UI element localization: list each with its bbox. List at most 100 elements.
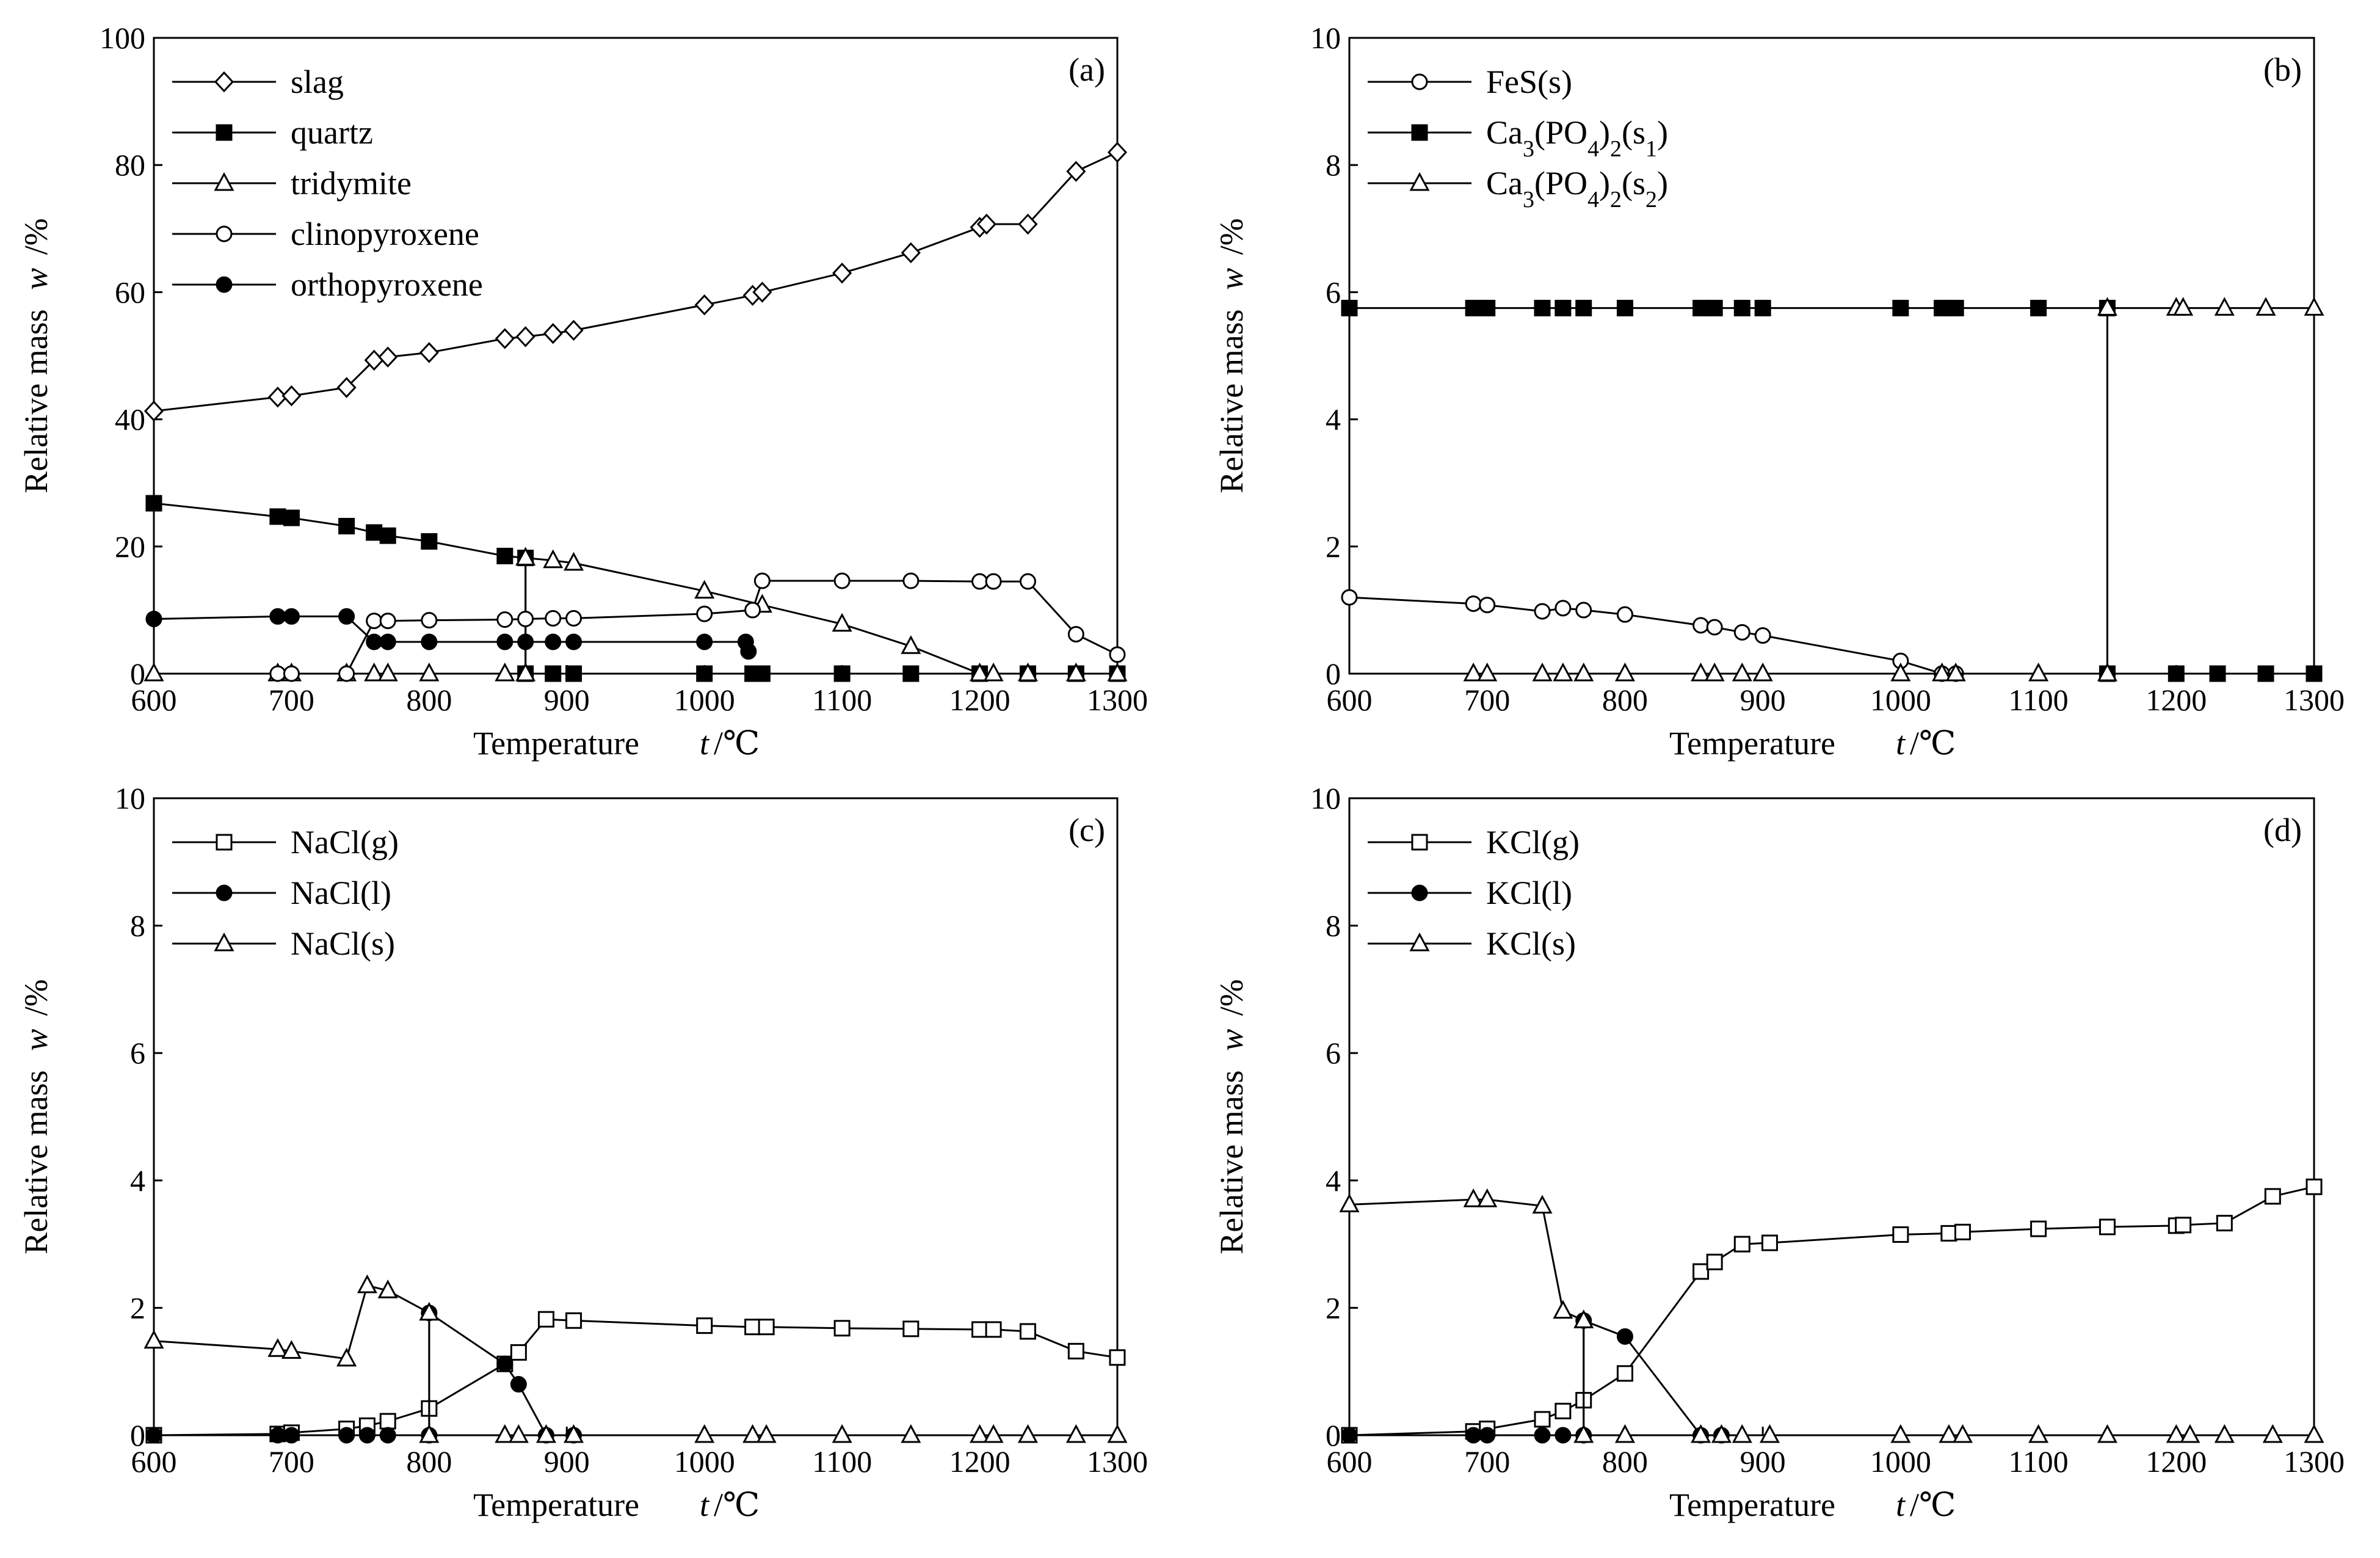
data-point: [1761, 1234, 1778, 1251]
data-point: [377, 1280, 398, 1298]
data-point: [1341, 299, 1358, 316]
data-point: [1107, 662, 1128, 682]
panel-a: 600 700 800 900 1000 1100 1200 1300 0 20 40 60 80 100…: [18, 21, 1148, 762]
data-point: [269, 508, 286, 525]
x-tick-label: 1100: [2008, 683, 2068, 717]
data-point: [545, 665, 562, 682]
data-point: [1616, 299, 1633, 316]
data-point: [2028, 1424, 2049, 1443]
x-tick-label: 1000: [674, 1444, 735, 1479]
x-tick-label: 800: [1602, 683, 1648, 717]
data-point: [2214, 1424, 2235, 1443]
data-point: [283, 608, 300, 625]
data-point: [1019, 1323, 1036, 1340]
legend-item-kcl-l: KCl(l): [1368, 875, 1572, 911]
data-point: [901, 242, 921, 264]
y-axis-label: Relative mass w /%: [1213, 218, 1250, 493]
data-point: [2166, 1424, 2186, 1443]
data-point: [338, 608, 355, 625]
data-point: [1066, 161, 1086, 182]
series-line: [153, 502, 1117, 675]
data-point: [1479, 299, 1496, 316]
data-point: [145, 610, 162, 627]
data-point: [1555, 600, 1572, 617]
data-point: [1019, 573, 1036, 590]
x-axis-variable: t/℃: [700, 1487, 760, 1523]
legend-label: Ca3(PO4)2(s1): [1486, 114, 1668, 162]
data-point: [696, 633, 713, 650]
data-point: [281, 1340, 302, 1359]
legend-marker: [214, 932, 234, 952]
data-point: [744, 602, 761, 619]
legend-marker: [1411, 884, 1428, 901]
data-point: [378, 346, 398, 368]
panel-label: (a): [1068, 51, 1105, 88]
data-point: [1616, 1365, 1633, 1382]
data-point: [336, 1347, 357, 1367]
x-tick-label: 700: [1464, 683, 1510, 717]
data-point: [2168, 665, 2185, 682]
data-point: [564, 551, 584, 571]
data-point: [2028, 662, 2049, 682]
x-axis-variable: t/℃: [1896, 1487, 1956, 1523]
x-axis-label: Temperature: [1669, 725, 1835, 762]
data-point: [2306, 665, 2323, 682]
data-point: [1732, 662, 1752, 682]
legend-label: quartz: [291, 114, 373, 151]
data-point: [357, 1274, 377, 1294]
data-point: [1733, 299, 1751, 316]
legend-item-tridymite: tridymite: [172, 165, 412, 202]
data-point: [1614, 662, 1635, 682]
data-point: [983, 662, 1004, 682]
data-point: [565, 1312, 582, 1329]
data-point: [756, 1424, 777, 1443]
data-point: [565, 610, 582, 627]
data-point: [379, 527, 396, 544]
data-point: [1692, 617, 1710, 634]
y-tick-label: 100: [100, 21, 145, 55]
legend-label: orthopyroxene: [291, 266, 483, 303]
data-point: [1553, 662, 1573, 682]
data-point: [2264, 1188, 2281, 1205]
legend-label: KCl(l): [1486, 875, 1572, 911]
data-point: [1954, 1223, 1971, 1240]
data-point: [740, 643, 757, 660]
series-kcl-s: [1339, 1188, 2324, 1443]
series-line: [153, 1284, 1117, 1436]
data-point: [833, 1320, 851, 1337]
legend-item-nacl-g: NaCl(g): [172, 824, 399, 861]
data-point: [1463, 662, 1484, 682]
series-line: [1473, 307, 2314, 675]
x-tick-label: 1000: [674, 683, 735, 717]
data-point: [379, 1427, 396, 1444]
data-point: [1616, 1328, 1633, 1345]
legend-marker: [1409, 172, 1430, 191]
data-point: [1477, 1188, 1498, 1207]
data-point: [742, 1424, 763, 1443]
y-tick-label: 40: [115, 402, 145, 437]
legend-marker: [216, 225, 233, 242]
data-point: [283, 665, 300, 682]
legend-marker: [214, 172, 234, 191]
data-point: [985, 1321, 1002, 1338]
data-point: [496, 547, 513, 564]
y-tick-label: 8: [1326, 909, 1341, 943]
data-point: [379, 633, 396, 650]
y-tick-label: 8: [1326, 148, 1341, 182]
data-point: [377, 662, 398, 682]
legend-marker: [1411, 124, 1428, 141]
data-point: [1573, 1424, 1594, 1443]
data-point: [1465, 1427, 1482, 1444]
data-point: [143, 400, 164, 422]
data-point: [510, 1376, 527, 1393]
data-point: [2180, 1424, 2200, 1443]
data-point: [1573, 662, 1594, 682]
data-point: [1575, 602, 1592, 619]
data-point: [2257, 665, 2274, 682]
data-point: [2097, 297, 2117, 316]
data-point: [1017, 1424, 1038, 1443]
data-point: [269, 608, 286, 625]
y-tick-label: 2: [130, 1290, 145, 1325]
data-point: [2099, 1218, 2116, 1236]
data-point: [496, 611, 513, 628]
